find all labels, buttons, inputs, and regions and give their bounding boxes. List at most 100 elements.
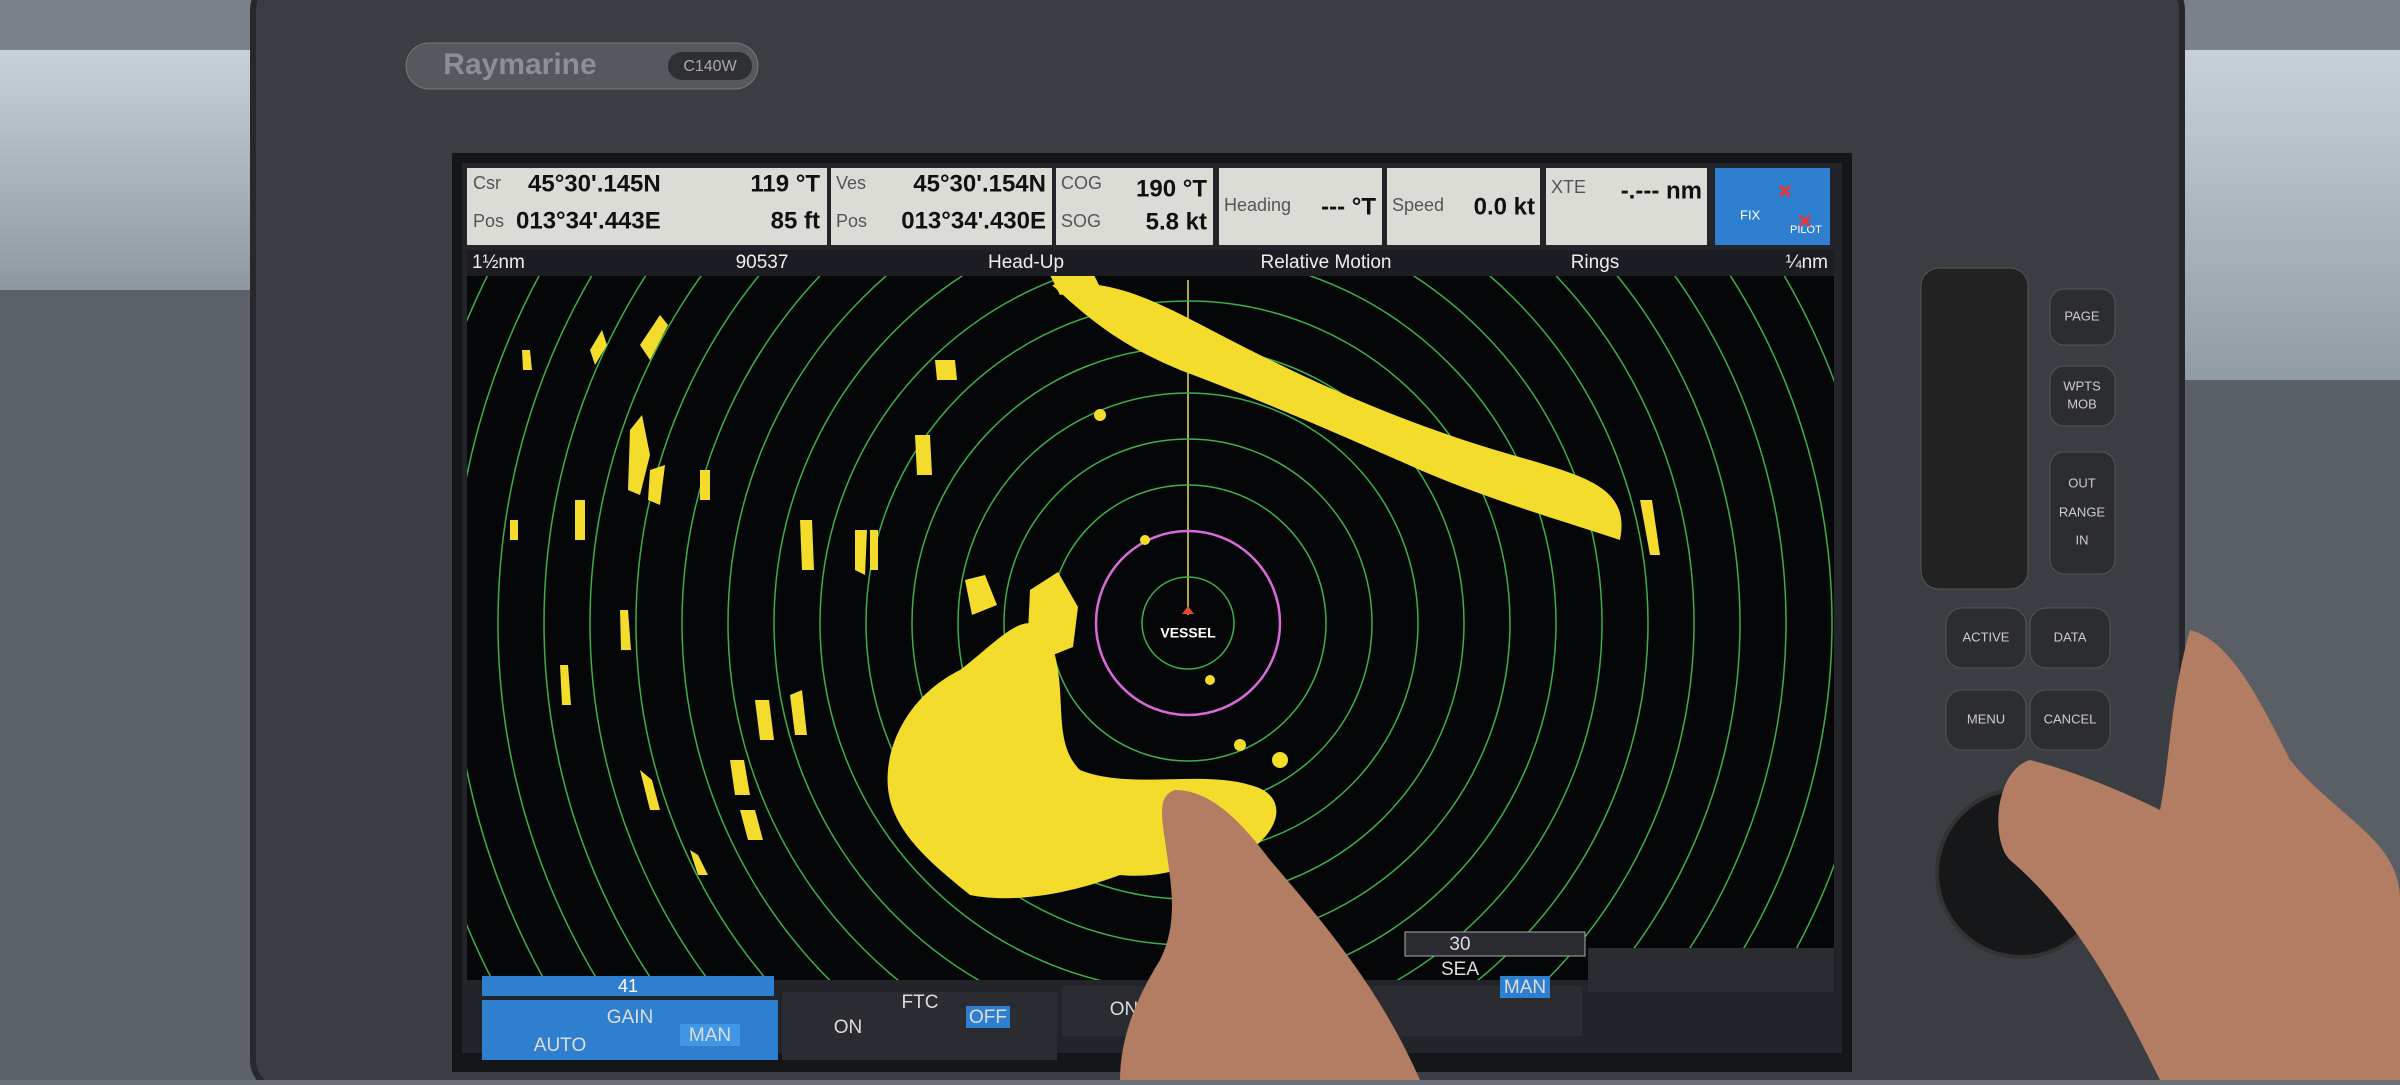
echo bbox=[1272, 752, 1288, 768]
button-page[interactable] bbox=[2049, 288, 2116, 346]
finger bbox=[1120, 790, 1420, 1080]
cabin-left bbox=[0, 290, 260, 1080]
value: 119 °T bbox=[750, 170, 820, 197]
range-ring bbox=[819, 276, 1557, 980]
button-label: DATA bbox=[2054, 629, 2087, 644]
status-rings: Rings bbox=[1571, 252, 1620, 273]
sea-man-bg bbox=[1500, 976, 1550, 998]
ftc-off: OFF bbox=[969, 1007, 1007, 1028]
vessel-label: VESSEL bbox=[1160, 625, 1216, 641]
control-blank bbox=[1588, 948, 1834, 992]
header: Csr 45°30'.145N 119 °T Pos 013°34'.443E … bbox=[467, 168, 1830, 245]
box bbox=[1546, 168, 1707, 245]
echo bbox=[1052, 283, 1622, 540]
button-cancel[interactable] bbox=[2029, 689, 2111, 751]
button-wpts[interactable] bbox=[2049, 365, 2116, 427]
range-ring bbox=[773, 276, 1603, 980]
echo bbox=[1234, 739, 1246, 751]
label: Ves bbox=[836, 173, 866, 193]
button-range[interactable] bbox=[2049, 451, 2116, 575]
icon-marks bbox=[1778, 184, 1812, 228]
trackpad[interactable] bbox=[1920, 267, 2029, 590]
vessel-icon bbox=[1182, 606, 1194, 614]
range-ring bbox=[681, 276, 1695, 980]
ftc-control[interactable] bbox=[782, 992, 1057, 1060]
gain-slider[interactable] bbox=[482, 976, 774, 996]
box bbox=[1387, 168, 1540, 245]
label: Speed bbox=[1392, 195, 1444, 215]
value: 45°30'.154N bbox=[913, 170, 1046, 197]
model-badge bbox=[668, 52, 752, 80]
box bbox=[1219, 168, 1382, 245]
button-label: CANCEL bbox=[2044, 711, 2097, 726]
value: 013°34'.430E bbox=[901, 207, 1046, 234]
value: 013°34'.443E bbox=[516, 207, 661, 234]
button-label: OUT bbox=[2068, 475, 2096, 490]
label: COG bbox=[1061, 173, 1102, 193]
water-right bbox=[2150, 50, 2400, 400]
water-left bbox=[0, 50, 260, 290]
value: 5.8 kt bbox=[1146, 208, 1207, 235]
label: XTE bbox=[1551, 177, 1586, 197]
echo bbox=[1094, 409, 1106, 421]
ftc-label: FTC bbox=[902, 992, 939, 1013]
echo bbox=[1205, 675, 1215, 685]
status-gain: 90537 bbox=[736, 252, 789, 273]
value: 85 ft bbox=[771, 207, 820, 234]
label: Csr bbox=[473, 173, 501, 193]
range-ring bbox=[1094, 529, 1282, 717]
hand bbox=[1998, 630, 2400, 1080]
gain-man: MAN bbox=[689, 1025, 731, 1046]
range-ring bbox=[543, 276, 1833, 980]
button-label: RANGE bbox=[2059, 504, 2106, 519]
button-label: MENU bbox=[1967, 711, 2005, 726]
status-range: 1½nm bbox=[472, 252, 525, 273]
model: C140W bbox=[683, 58, 737, 75]
box bbox=[831, 168, 1052, 245]
range-ring bbox=[497, 276, 1834, 980]
value: -.--- nm bbox=[1621, 177, 1702, 204]
sea-level: 30 bbox=[1449, 934, 1470, 955]
hands bbox=[1120, 630, 2400, 1080]
box bbox=[467, 168, 827, 245]
icon-label: PILOT bbox=[1790, 224, 1822, 236]
range-ring bbox=[635, 276, 1741, 980]
label: SOG bbox=[1061, 211, 1101, 231]
button-label: ACTIVE bbox=[1963, 629, 2010, 644]
value: 190 °T bbox=[1136, 175, 1207, 202]
button-label: MOB bbox=[2067, 396, 2097, 411]
brand: Raymarine bbox=[443, 48, 596, 81]
label: Heading bbox=[1224, 195, 1291, 215]
rain-on: ON bbox=[1110, 999, 1139, 1020]
gain-level: 41 bbox=[618, 976, 638, 996]
icon-box[interactable] bbox=[1715, 168, 1830, 245]
sea-slider[interactable] bbox=[1404, 931, 1586, 957]
status-orientation: Head-Up bbox=[988, 252, 1064, 273]
echo bbox=[1140, 535, 1150, 545]
button-label: WPTS bbox=[2063, 378, 2101, 393]
echo bbox=[965, 572, 1078, 657]
gain-man-bg bbox=[680, 1024, 740, 1046]
button-menu[interactable] bbox=[1945, 689, 2027, 751]
button-active[interactable] bbox=[1945, 607, 2027, 669]
button-label: PAGE bbox=[2064, 308, 2099, 323]
range-ring bbox=[589, 276, 1787, 980]
sea-label: SEA bbox=[1441, 959, 1479, 980]
value: --- °T bbox=[1321, 193, 1376, 220]
range-ring bbox=[1141, 576, 1235, 670]
ftc-off-bg bbox=[966, 1006, 1010, 1028]
brand-plate bbox=[405, 42, 759, 90]
value: 45°30'.145N bbox=[528, 170, 661, 197]
echo bbox=[510, 315, 957, 875]
button-data[interactable] bbox=[2029, 607, 2111, 669]
sea-man: MAN bbox=[1504, 977, 1546, 998]
status-motion: Relative Motion bbox=[1261, 252, 1392, 273]
range-ring bbox=[727, 276, 1649, 980]
status-ring-spacing: ¼nm bbox=[1786, 252, 1828, 273]
gain-auto: AUTO bbox=[534, 1035, 586, 1056]
label: Pos bbox=[473, 211, 504, 231]
box bbox=[1056, 168, 1213, 245]
value: 0.0 kt bbox=[1474, 193, 1535, 220]
